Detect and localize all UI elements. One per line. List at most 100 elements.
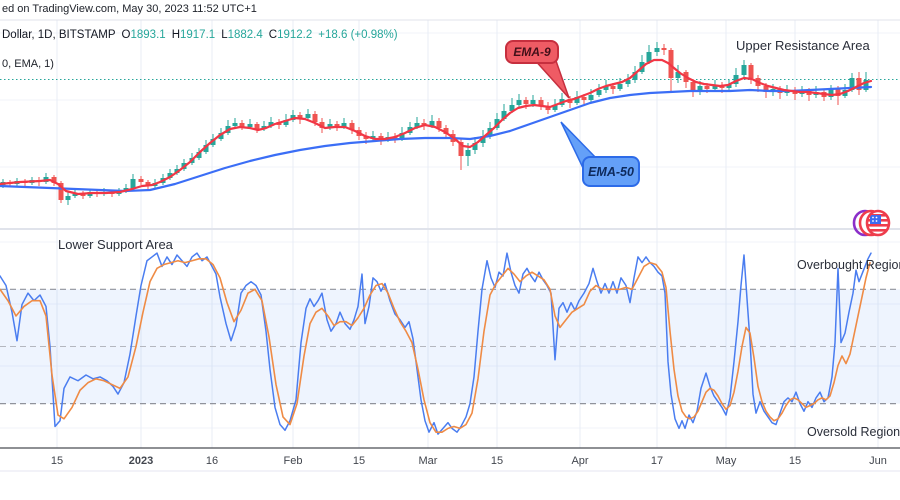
candle: [697, 86, 703, 90]
candle: [334, 124, 340, 127]
candle: [436, 121, 442, 128]
candle: [509, 105, 515, 111]
candle: [523, 100, 529, 104]
candle: [581, 97, 587, 100]
candle: [341, 123, 347, 127]
ema9-callout[interactable]: EMA-9: [505, 40, 559, 64]
candle: [196, 152, 202, 158]
candle: [748, 65, 754, 78]
indicator-legend[interactable]: 0, EMA, 1): [2, 58, 54, 70]
open-label: O: [121, 29, 131, 41]
close-value: 1912.2: [277, 29, 313, 41]
candle: [863, 80, 869, 90]
x-axis-tick[interactable]: Feb: [284, 455, 303, 467]
candle: [472, 143, 478, 150]
candle: [603, 86, 609, 90]
close-label: C: [268, 29, 278, 41]
candle: [712, 85, 718, 89]
candle: [552, 105, 558, 110]
candle: [480, 136, 486, 143]
candle: [596, 90, 602, 95]
candle: [835, 88, 841, 96]
x-axis-tick[interactable]: Jun: [869, 455, 887, 467]
candle: [625, 80, 631, 84]
x-axis-tick[interactable]: 16: [206, 455, 218, 467]
x-axis-tick[interactable]: Apr: [571, 455, 588, 467]
ohlc-open: O1893.1: [122, 29, 166, 41]
candle: [646, 52, 652, 62]
x-axis-tick[interactable]: May: [716, 455, 737, 467]
high-value: 1917.1: [180, 29, 216, 41]
candle: [501, 111, 507, 119]
candle: [545, 106, 551, 110]
candle: [668, 50, 674, 78]
candle: [849, 78, 855, 90]
low-value: 1882.4: [227, 29, 263, 41]
open-value: 1893.1: [130, 29, 166, 41]
candle: [145, 182, 151, 186]
candle: [632, 72, 638, 80]
upper-resistance-label: Upper Resistance Area: [736, 38, 870, 53]
candle: [232, 123, 238, 126]
candle: [399, 133, 405, 139]
ema50-callout-text: EMA-50: [588, 164, 634, 179]
candle: [80, 194, 86, 196]
candle: [65, 196, 71, 200]
ema50-callout[interactable]: EMA-50: [582, 156, 640, 187]
lower-support-label: Lower Support Area: [58, 237, 173, 252]
x-axis-tick[interactable]: 15: [789, 455, 801, 467]
candle: [130, 179, 136, 188]
candle: [443, 128, 449, 134]
candle: [741, 65, 747, 75]
candle: [458, 142, 464, 156]
candle: [239, 123, 245, 127]
candle: [704, 86, 710, 89]
symbol-legend-row: Dollar, 1D, BITSTAMP O1893.1 H1917.1 L18…: [2, 29, 398, 41]
x-axis-tick[interactable]: 15: [51, 455, 63, 467]
candle: [327, 124, 333, 128]
high-label: H: [171, 29, 180, 41]
candle: [305, 114, 311, 118]
globe-flag-watermark-icon: [852, 209, 891, 237]
x-axis-tick[interactable]: 15: [353, 455, 365, 467]
candle: [588, 95, 594, 100]
candle: [610, 86, 616, 89]
candle: [856, 78, 862, 90]
candle: [429, 121, 435, 126]
candle: [167, 173, 173, 178]
ohlc-low: L1882.4: [221, 29, 263, 41]
candle: [138, 179, 144, 182]
candle: [690, 82, 696, 90]
published-on-text: ed on TradingView.com, May 30, 2023 11:5…: [2, 3, 257, 15]
candle: [617, 84, 623, 89]
x-axis-tick[interactable]: 15: [491, 455, 503, 467]
candle: [465, 150, 471, 156]
candle: [283, 120, 289, 125]
ohlc-high: H1917.1: [172, 29, 216, 41]
candle: [763, 86, 769, 92]
candle: [319, 122, 325, 128]
candle: [268, 122, 274, 126]
candle: [203, 145, 209, 152]
x-axis-tick[interactable]: 2023: [129, 455, 153, 467]
candle: [733, 75, 739, 84]
candle: [516, 100, 522, 105]
ema9-line: [0, 58, 873, 196]
ema9-callout-text: EMA-9: [513, 45, 551, 59]
candle: [661, 48, 667, 50]
candle: [72, 194, 78, 196]
x-axis-tick[interactable]: Mar: [419, 455, 438, 467]
x-axis-tick[interactable]: 17: [651, 455, 663, 467]
ohlc-close: C1912.2: [269, 29, 313, 41]
low-label: L: [221, 29, 228, 41]
candle: [414, 123, 420, 127]
candle: [254, 124, 260, 129]
candle: [218, 133, 224, 139]
symbol-title[interactable]: Dollar, 1D, BITSTAMP: [2, 29, 116, 41]
candle: [297, 115, 303, 118]
candle: [363, 136, 369, 139]
overbought-region-label: Overbought Region: [797, 258, 900, 272]
candle: [828, 88, 834, 97]
candle: [247, 124, 253, 127]
